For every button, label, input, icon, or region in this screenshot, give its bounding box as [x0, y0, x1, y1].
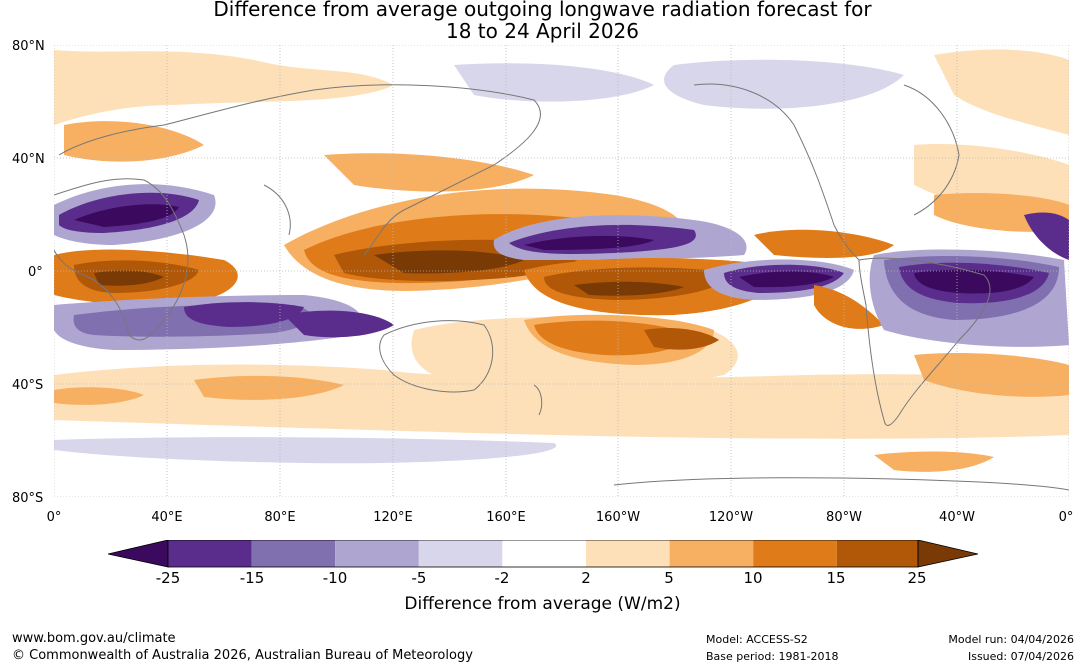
model-run-text: Model run: 04/04/2026 [948, 633, 1074, 646]
colorbar-tick: -10 [322, 569, 348, 587]
colorbar-bin [251, 540, 336, 567]
lon-label-40e: 40°E [151, 510, 183, 525]
website-text: www.bom.gov.au/climate [12, 631, 176, 646]
olr-anomaly-map [54, 45, 1069, 497]
colorbar-tick: -15 [239, 569, 265, 587]
lon-label-160w: 160°W [595, 510, 641, 525]
gridlines [54, 45, 1069, 497]
colorbar-bin [753, 540, 837, 567]
colorbar-tick: 15 [826, 569, 846, 587]
colorbar-tick: -5 [411, 569, 427, 587]
lon-label-120e: 120°E [373, 510, 413, 525]
colorbar-bin [418, 540, 503, 567]
copyright-text: © Commonwealth of Australia 2026, Austra… [12, 648, 473, 663]
colorbar-tick: 25 [907, 569, 927, 587]
lat-label-40s: 40°S [12, 378, 44, 393]
colorbar-label: Difference from average (W/m2) [404, 594, 681, 614]
lon-label-80e: 80°E [264, 510, 296, 525]
colorbar-tick: 2 [581, 569, 591, 587]
colorbar-tick: 10 [743, 569, 763, 587]
map-title-line-2: 18 to 24 April 2026 [445, 19, 640, 43]
lat-label-40n: 40°N [12, 152, 45, 167]
lon-label-80w: 80°W [826, 510, 862, 525]
map-title-line-1: Difference from average outgoing longwav… [213, 0, 872, 21]
lat-label-equator: 0° [28, 265, 43, 280]
lon-label-120w: 120°W [708, 510, 754, 525]
issued-text: Issued: 07/04/2026 [967, 650, 1074, 663]
coastlines [54, 83, 1069, 491]
lon-label-0-west: 0° [46, 510, 62, 525]
lat-label-80s: 80°S [12, 491, 44, 506]
lat-label-80n: 80°N [12, 39, 45, 54]
colorbar-bin [335, 540, 419, 567]
colorbar-tick: -25 [155, 569, 181, 587]
colorbar-bin [669, 540, 754, 567]
colorbar-low-extend [108, 540, 169, 568]
colorbar-tick: 5 [664, 569, 674, 587]
base-period-text: Base period: 1981-2018 [706, 650, 839, 663]
colorbar-bin [168, 540, 252, 567]
colorbar-bin [836, 540, 918, 567]
lon-label-40w: 40°W [939, 510, 975, 525]
colorbar [108, 540, 978, 568]
lon-label-0-east: 0° [1058, 510, 1074, 525]
colorbar-bin [586, 540, 670, 567]
colorbar-high-extend [917, 540, 978, 568]
colorbar-tick: -2 [494, 569, 510, 587]
colorbar-bin [502, 540, 586, 567]
model-text: Model: ACCESS-S2 [706, 633, 808, 646]
lon-label-160e: 160°E [486, 510, 526, 525]
